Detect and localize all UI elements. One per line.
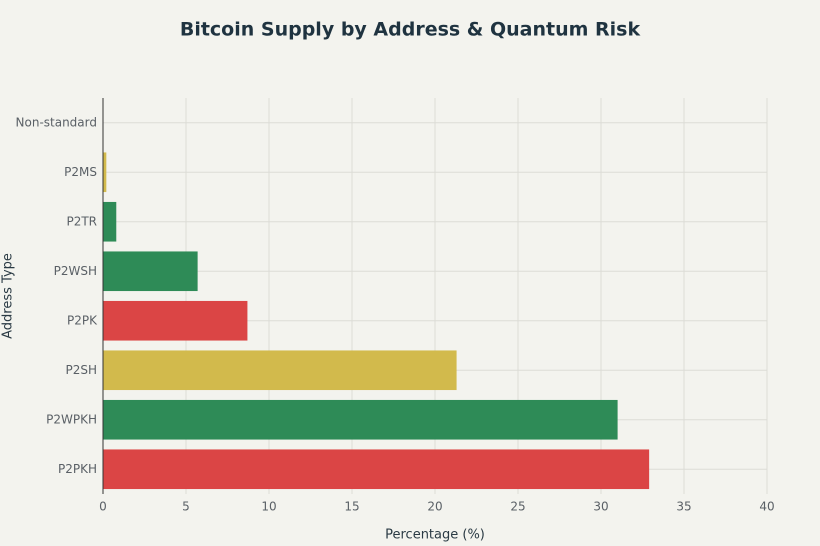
x-tick-label: 25	[510, 500, 525, 514]
x-tick-label: 10	[261, 500, 276, 514]
x-tick-label: 20	[427, 500, 442, 514]
bar	[103, 350, 457, 391]
y-tick-label: P2SH	[65, 363, 97, 377]
bar	[103, 449, 650, 490]
bar	[103, 201, 117, 242]
bar	[103, 152, 107, 193]
chart-title: Bitcoin Supply by Address & Quantum Risk	[180, 19, 641, 41]
bar	[103, 300, 248, 341]
x-tick-label: 5	[182, 500, 190, 514]
y-tick-label: P2WPKH	[46, 412, 97, 426]
y-tick-label: P2PKH	[58, 462, 97, 476]
y-tick-label: P2MS	[64, 165, 97, 179]
y-tick-label: P2PK	[67, 313, 98, 327]
y-tick-label: P2TR	[66, 214, 97, 228]
x-tick-label: 0	[99, 500, 107, 514]
x-tick-label: 30	[593, 500, 608, 514]
x-axis-title: Percentage (%)	[385, 528, 485, 543]
bar	[103, 399, 618, 440]
y-tick-label: Non-standard	[16, 115, 97, 129]
y-axis-title: Address Type	[1, 253, 16, 339]
x-tick-label: 15	[344, 500, 359, 514]
x-tick-label: 40	[759, 500, 774, 514]
y-tick-label: P2WSH	[54, 264, 97, 278]
x-tick-label: 35	[676, 500, 691, 514]
bar	[103, 251, 198, 292]
